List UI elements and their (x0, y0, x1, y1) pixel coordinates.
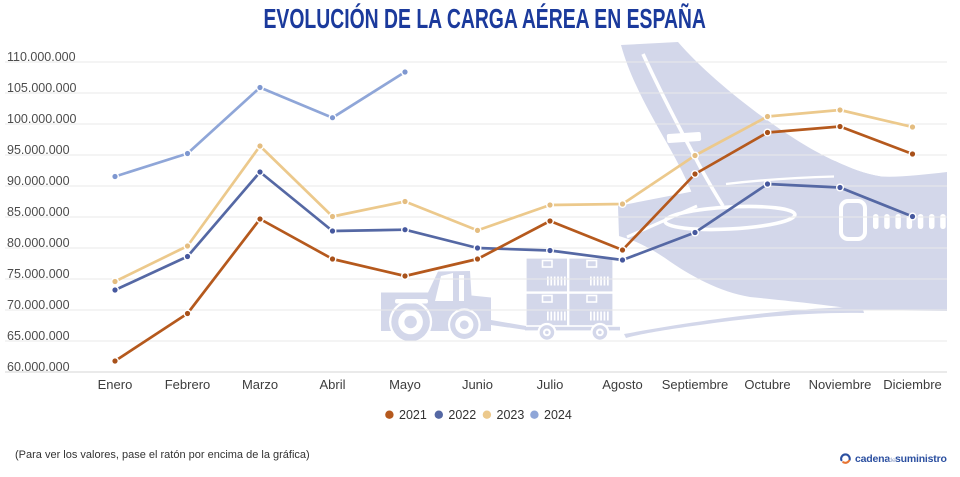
svg-text:2023: 2023 (497, 408, 525, 422)
svg-text:Enero: Enero (98, 377, 133, 392)
svg-text:105.000.000: 105.000.000 (7, 81, 77, 95)
svg-text:110.000.000: 110.000.000 (7, 50, 76, 64)
svg-text:Septiembre: Septiembre (662, 377, 728, 392)
svg-text:suministro: suministro (895, 453, 947, 465)
svg-text:Julio: Julio (537, 377, 564, 392)
svg-text:Abril: Abril (319, 377, 345, 392)
svg-text:2021: 2021 (399, 408, 427, 422)
svg-text:90.000.000: 90.000.000 (7, 174, 70, 188)
svg-text:80.000.000: 80.000.000 (7, 236, 70, 250)
svg-text:75.000.000: 75.000.000 (7, 267, 70, 281)
svg-text:Diciembre: Diciembre (883, 377, 942, 392)
svg-text:de: de (888, 457, 896, 464)
svg-text:Febrero: Febrero (165, 377, 211, 392)
svg-text:100.000.000: 100.000.000 (7, 112, 77, 126)
svg-text:Mayo: Mayo (389, 377, 421, 392)
svg-text:Noviembre: Noviembre (809, 377, 872, 392)
svg-text:85.000.000: 85.000.000 (7, 205, 70, 219)
svg-text:Marzo: Marzo (242, 377, 278, 392)
svg-text:Junio: Junio (462, 377, 493, 392)
svg-text:2022: 2022 (448, 408, 476, 422)
svg-text:65.000.000: 65.000.000 (7, 329, 70, 343)
svg-text:2024: 2024 (544, 408, 572, 422)
svg-text:95.000.000: 95.000.000 (7, 143, 70, 157)
svg-text:Octubre: Octubre (744, 377, 790, 392)
svg-text:70.000.000: 70.000.000 (7, 298, 70, 312)
svg-text:60.000.000: 60.000.000 (7, 360, 70, 374)
svg-text:Agosto: Agosto (602, 377, 642, 392)
svg-text:cadena: cadena (855, 453, 890, 465)
